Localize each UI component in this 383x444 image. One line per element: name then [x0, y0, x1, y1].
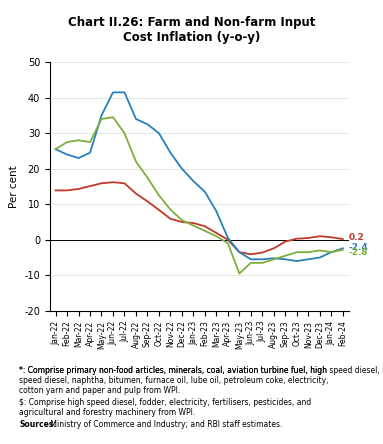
Text: agricultural and forestry machinery from WPI.: agricultural and forestry machinery from… — [19, 408, 195, 416]
Text: *: Comprise primary non-food articles, minerals, coal, aviation turbine fuel, hi: *: Comprise primary non-food articles, m… — [19, 366, 327, 375]
Text: Ministry of Commerce and Industry; and RBI staff estimates.: Ministry of Commerce and Industry; and R… — [48, 420, 282, 428]
Text: cotton yarn and paper and pulp from WPI.: cotton yarn and paper and pulp from WPI. — [19, 386, 180, 395]
Text: 0.2: 0.2 — [349, 233, 364, 242]
Text: Sources:: Sources: — [19, 420, 57, 428]
Text: speed diesel, naphtha, bitumen, furnace oil, lube oil, petroleum coke, electrici: speed diesel, naphtha, bitumen, furnace … — [19, 376, 329, 385]
Text: -2.4: -2.4 — [349, 243, 368, 252]
Text: Chart II.26: Farm and Non-farm Input
Cost Inflation (y-o-y): Chart II.26: Farm and Non-farm Input Cos… — [68, 16, 315, 44]
Y-axis label: Per cent: Per cent — [9, 165, 19, 208]
Text: *: Comprise primary non-food articles, minerals, coal, aviation turbine fuel, hi: *: Comprise primary non-food articles, m… — [19, 366, 383, 375]
Text: -2.8: -2.8 — [349, 248, 368, 257]
Text: $: Comprise high speed diesel, fodder, electricity, fertilisers, pesticides, and: $: Comprise high speed diesel, fodder, e… — [19, 398, 311, 407]
